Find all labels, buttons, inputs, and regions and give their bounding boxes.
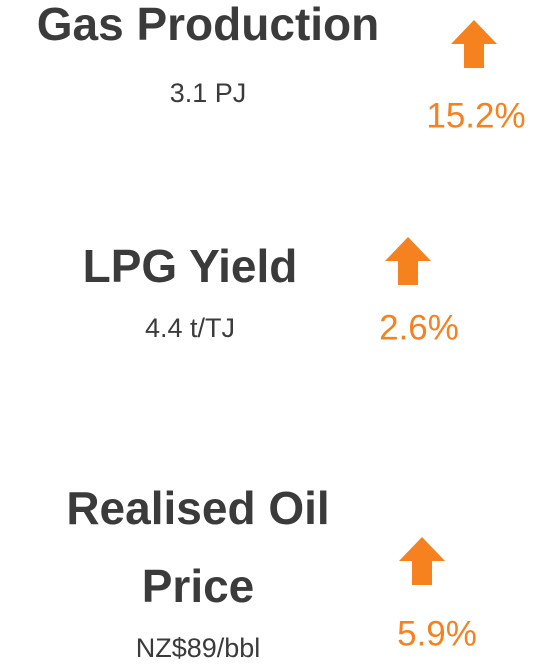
kpi-value: NZ$89/bbl bbox=[136, 633, 261, 663]
up-arrow bbox=[451, 20, 497, 68]
kpi-change: 2.6% bbox=[379, 308, 459, 347]
kpi-value: 3.1 PJ bbox=[170, 78, 247, 108]
up-arrow bbox=[399, 537, 445, 585]
kpi-change: 15.2% bbox=[426, 96, 525, 135]
kpi-value: 4.4 t/TJ bbox=[145, 313, 235, 343]
kpi-title: Price bbox=[142, 560, 255, 612]
kpi-title: Gas Production bbox=[37, 0, 379, 50]
kpi-change: 5.9% bbox=[397, 614, 477, 653]
up-arrow bbox=[385, 237, 431, 285]
kpi-title: Realised Oil bbox=[66, 482, 329, 534]
kpi-title: LPG Yield bbox=[83, 240, 298, 292]
